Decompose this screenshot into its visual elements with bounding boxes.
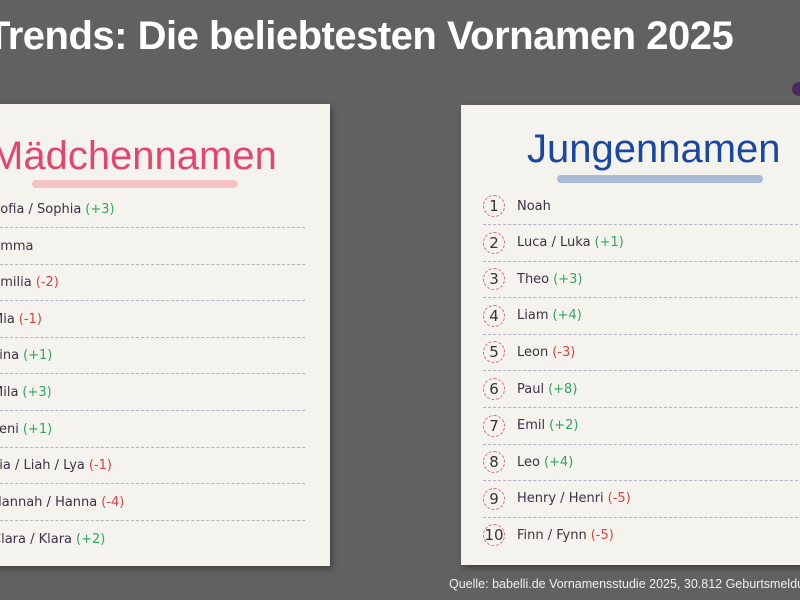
name-label: Finn / Fynn [517,527,587,543]
list-item: Leni(+1) [0,412,305,448]
rank-change: (-5) [607,491,631,507]
rank-change: (-1) [18,311,42,327]
name-label: Mila [0,385,19,400]
heading-underline [32,180,238,188]
name-label: Emilia [0,275,32,291]
boys-heading: Jungennamen [527,127,781,171]
name-label: Theo [517,271,550,287]
name-label: Leni [0,421,19,437]
rank-badge: 10 [483,524,505,547]
name-label: Lina [0,348,20,364]
list-item: Hannah / Hanna (-4) [0,485,305,521]
rank-change: (+3) [553,271,583,287]
list-item: 7 Emil (+2) [483,408,800,445]
name-label: Henry / Henri [517,491,604,507]
list-item: 6 Paul (+8) [483,371,800,408]
name-label: Lia / Liah / Lya [0,458,85,474]
rank-change: (+2) [76,531,106,547]
name-label: Leo [517,454,540,470]
list-item: 9 Henry / Henri (-5) [483,481,800,518]
girls-heading: Mädchennamen [0,134,277,178]
rank-change: (+1) [594,235,624,251]
rank-change: (+1) [23,348,53,364]
rank-badge: 8 [483,451,505,474]
name-label: Noah [517,198,551,214]
name-label: Hannah / Hanna [0,494,98,510]
rank-change: (-3) [552,344,576,360]
list-item: 3 Theo (+3) [483,261,800,299]
list-item: Mila(+3) [0,375,305,411]
list-item: 5 Leon (-3) [483,334,800,372]
name-label: Luca / Luka [517,235,591,251]
source-footer: Quelle: babelli.de Vornamensstudie 2025,… [449,577,800,591]
rank-change: (+4) [552,308,582,324]
rank-change: (-2) [35,275,59,291]
heading-underline [557,175,763,183]
list-item: Sofia / Sophia (+3) [0,192,305,228]
rank-badge: 9 [483,487,505,510]
rank-change: (+3) [85,202,115,217]
list-item: Lina(+1) [0,338,305,375]
rank-change: (+1) [22,421,53,437]
rank-badge: 1 [483,195,505,217]
rank-change: (-1) [88,458,112,474]
list-item: Mia(-1) [0,302,305,338]
rank-change: (+3) [22,385,52,400]
list-item: 2 Luca / Luka (+1) [483,225,800,262]
list-item: 4 Liam (+4) [483,298,800,335]
name-label: Sofia / Sophia [0,202,82,217]
rank-badge: 4 [483,304,505,327]
name-label: Emma [0,238,34,254]
list-item: 8 Leo (+4) [483,444,800,482]
rank-change: (+4) [543,454,574,470]
name-label: Leon [517,344,549,360]
name-label: Liam [517,308,549,324]
name-label: Emil [517,418,546,434]
rank-change: (+2) [549,418,579,434]
rank-badge: 5 [483,341,505,364]
name-label: Mia [0,311,15,327]
name-label: Clara / Klara [0,531,73,547]
rank-change: (-5) [590,527,614,543]
rank-change: (+8) [548,381,578,397]
list-item: 10 Finn / Fynn (-5) [483,517,800,553]
list-item: 1 Noah [483,188,800,225]
rank-badge: 6 [483,378,505,400]
list-item: Clara / Klara (+2) [0,521,305,557]
girls-names-card: Mädchennamen Sofia / Sophia(+3)EmmaEmili… [0,104,330,566]
list-item: Emilia(-2) [0,265,305,302]
list-item: Emma [0,229,305,265]
rank-badge: 2 [483,231,505,254]
decorative-dot [792,82,800,96]
rank-change: (-4) [101,494,125,510]
list-item: Lia / Liah / Lya (-1) [0,448,305,485]
page-title: Trends: Die beliebtesten Vornamen 2025 [0,14,734,58]
rank-badge: 7 [483,414,505,437]
name-label: Paul [517,381,545,397]
boys-names-card: Jungennamen 1 Noah 2 Luca / Luka (+1) 3 Theo (+… [461,105,800,565]
rank-badge: 3 [483,268,505,291]
